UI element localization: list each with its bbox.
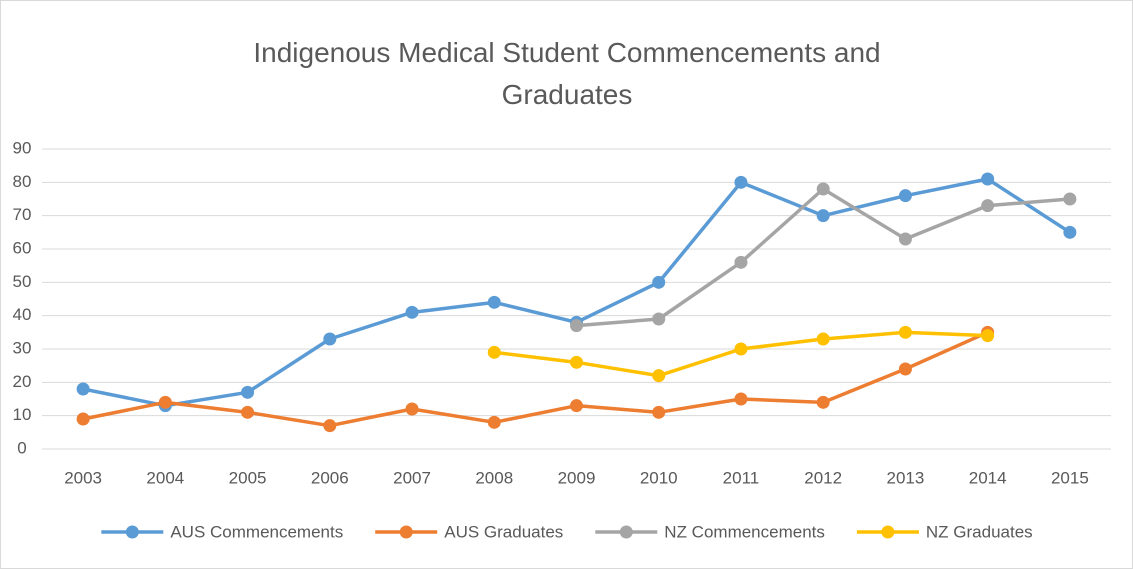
data-point xyxy=(734,342,748,356)
data-point xyxy=(652,369,666,383)
y-tick-label: 50 xyxy=(13,272,32,291)
legend-marker xyxy=(399,525,413,539)
y-tick-label: 10 xyxy=(13,405,32,424)
data-point xyxy=(898,362,912,376)
y-tick-label: 70 xyxy=(13,205,32,224)
legend: AUS Commencements AUS Graduates NZ Commenc… xyxy=(101,522,1033,541)
data-point xyxy=(816,182,830,196)
legend-item: NZ Graduates xyxy=(856,522,1033,541)
legend-item: AUS Graduates xyxy=(375,522,563,541)
chart-title: Indigenous Medical Student Commencements… xyxy=(253,37,881,110)
data-point xyxy=(734,255,748,269)
data-point xyxy=(487,345,501,359)
data-point xyxy=(981,199,995,213)
data-point xyxy=(241,405,255,419)
x-tick-label: 2013 xyxy=(887,468,925,487)
data-point xyxy=(734,175,748,189)
y-tick-label: 90 xyxy=(13,138,32,157)
data-point xyxy=(898,189,912,203)
x-tick-label: 2006 xyxy=(311,468,349,487)
data-point xyxy=(76,412,90,426)
legend-marker xyxy=(125,525,139,539)
x-tick-label: 2010 xyxy=(640,468,678,487)
x-tick-label: 2009 xyxy=(558,468,596,487)
y-tick-label: 60 xyxy=(13,238,32,257)
data-point xyxy=(241,385,255,399)
data-point xyxy=(734,392,748,406)
data-point xyxy=(570,319,583,333)
data-point xyxy=(652,405,666,419)
x-tick-label: 2008 xyxy=(475,468,513,487)
legend-label: AUS Graduates xyxy=(444,522,563,541)
data-point xyxy=(570,399,583,413)
x-tick-label: 2007 xyxy=(393,468,431,487)
legend-label: NZ Graduates xyxy=(926,522,1033,541)
data-point xyxy=(570,355,583,369)
series-line xyxy=(82,330,989,428)
x-tick-label: 2011 xyxy=(723,468,760,487)
data-point xyxy=(898,232,912,246)
data-point xyxy=(816,395,830,409)
x-tick-label: 2003 xyxy=(64,468,102,487)
y-tick-label: 30 xyxy=(13,338,32,357)
y-tick-label: 0 xyxy=(17,438,26,457)
data-point xyxy=(323,419,337,433)
data-point xyxy=(158,395,172,409)
data-point xyxy=(981,172,995,186)
data-point xyxy=(981,329,995,343)
data-point xyxy=(1063,225,1077,239)
x-tick-label: 2005 xyxy=(229,468,267,487)
data-point xyxy=(816,332,830,346)
data-point xyxy=(652,312,666,326)
legend-label: NZ Commencements xyxy=(664,522,825,541)
legend-item: AUS Commencements xyxy=(101,522,343,541)
data-point xyxy=(487,415,501,429)
legend-label: AUS Commencements xyxy=(170,522,343,541)
legend-marker xyxy=(881,525,895,539)
data-point xyxy=(76,382,90,396)
legend-marker xyxy=(619,525,633,539)
y-tick-label: 20 xyxy=(13,372,32,391)
data-point xyxy=(898,325,912,339)
x-tick-label: 2015 xyxy=(1051,468,1089,487)
x-tick-label: 2012 xyxy=(804,468,842,487)
y-tick-label: 80 xyxy=(13,172,32,191)
y-tick-label: 40 xyxy=(13,305,32,324)
data-point xyxy=(1063,192,1077,206)
data-point xyxy=(816,209,830,223)
data-point xyxy=(405,305,419,319)
data-point xyxy=(405,402,419,416)
x-tick-label: 2014 xyxy=(969,468,1007,487)
legend-item: NZ Commencements xyxy=(595,522,825,541)
data-point xyxy=(487,295,501,309)
x-tick-label: 2004 xyxy=(146,468,184,487)
data-point xyxy=(652,275,666,289)
data-point xyxy=(323,332,337,346)
